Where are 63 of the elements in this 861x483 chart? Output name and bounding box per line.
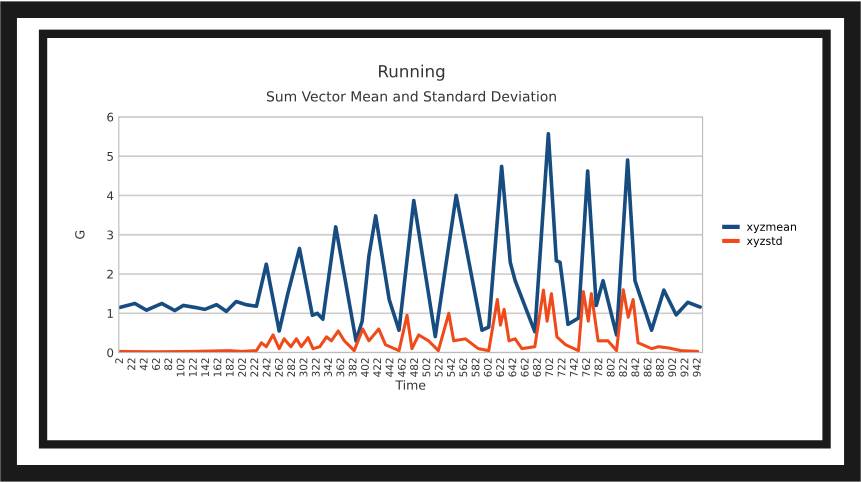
y-tick-label: 3 <box>107 230 114 240</box>
y-tick-label: 2 <box>107 270 113 279</box>
x-tick-label: 262 <box>274 358 283 377</box>
x-tick-label: 302 <box>300 358 308 377</box>
x-tick-label: 242 <box>262 358 270 377</box>
x-tick-label: 322 <box>312 358 320 377</box>
x-tick-label: 42 <box>140 358 148 370</box>
x-tick-label: 542 <box>447 358 455 377</box>
x-tick-label: 762 <box>582 358 590 376</box>
y-tick-label: 0 <box>107 348 114 358</box>
y-tick-label: 5 <box>107 152 113 161</box>
x-tick-label: 922 <box>680 358 688 377</box>
x-tick-label: 502 <box>422 358 430 377</box>
x-tick-label: 842 <box>631 358 640 377</box>
y-tick-label: 1 <box>108 309 113 318</box>
x-tick-label: 882 <box>656 358 664 377</box>
legend-label: xyzmean <box>746 224 796 234</box>
x-tick-label: 942 <box>692 358 701 377</box>
y-tick-label: 4 <box>107 191 114 200</box>
chart-subtitle: Sum Vector Mean and Standard Deviation <box>266 90 556 102</box>
x-tick-label: 222 <box>250 358 258 377</box>
x-tick-label: 582 <box>472 358 480 377</box>
x-tick-label: 202 <box>238 358 246 377</box>
x-tick-label: 22 <box>127 358 136 370</box>
x-tick-label: 462 <box>398 358 406 377</box>
x-tick-label: 362 <box>336 358 344 377</box>
x-tick-label: 282 <box>287 358 296 377</box>
x-tick-label: 822 <box>619 358 627 377</box>
x-tick-label: 442 <box>386 358 394 377</box>
x-tick-label: 722 <box>558 358 566 376</box>
x-tick-label: 482 <box>410 358 418 377</box>
x-tick-label: 122 <box>188 358 197 376</box>
x-tick-label: 382 <box>348 358 357 377</box>
x-tick-label: 422 <box>373 358 382 377</box>
legend-label: xyzstd <box>746 236 782 248</box>
y-axis-title: G <box>75 230 85 239</box>
x-tick-label: 2 <box>115 358 123 364</box>
x-tick-label: 522 <box>434 358 443 377</box>
x-tick-label: 62 <box>152 358 160 370</box>
x-tick-label: 782 <box>594 358 602 376</box>
x-tick-label: 662 <box>520 358 529 377</box>
x-tick-label: 342 <box>324 358 332 377</box>
x-tick-label: 602 <box>484 358 492 377</box>
x-tick-label: 102 <box>176 358 185 376</box>
x-tick-label: 862 <box>644 358 652 377</box>
x-tick-label: 402 <box>360 358 369 377</box>
x-tick-label: 142 <box>201 358 209 376</box>
x-tick-label: 682 <box>533 358 541 377</box>
x-tick-label: 182 <box>226 358 234 376</box>
x-tick-label: 702 <box>545 358 554 376</box>
x-tick-label: 82 <box>164 358 172 370</box>
x-tick-label: 562 <box>459 358 468 377</box>
x-tick-label: 802 <box>606 358 615 377</box>
line-series <box>118 132 702 343</box>
line-series <box>118 288 700 353</box>
x-tick-label: 742 <box>570 358 578 376</box>
x-tick-label: 642 <box>508 358 516 377</box>
x-tick-label: 902 <box>668 358 676 377</box>
chart-title: Running <box>379 64 444 81</box>
x-tick-label: 162 <box>214 358 222 376</box>
x-axis-title: Time <box>395 380 426 390</box>
x-tick-label: 622 <box>496 358 504 377</box>
y-tick-label: 6 <box>107 112 114 122</box>
